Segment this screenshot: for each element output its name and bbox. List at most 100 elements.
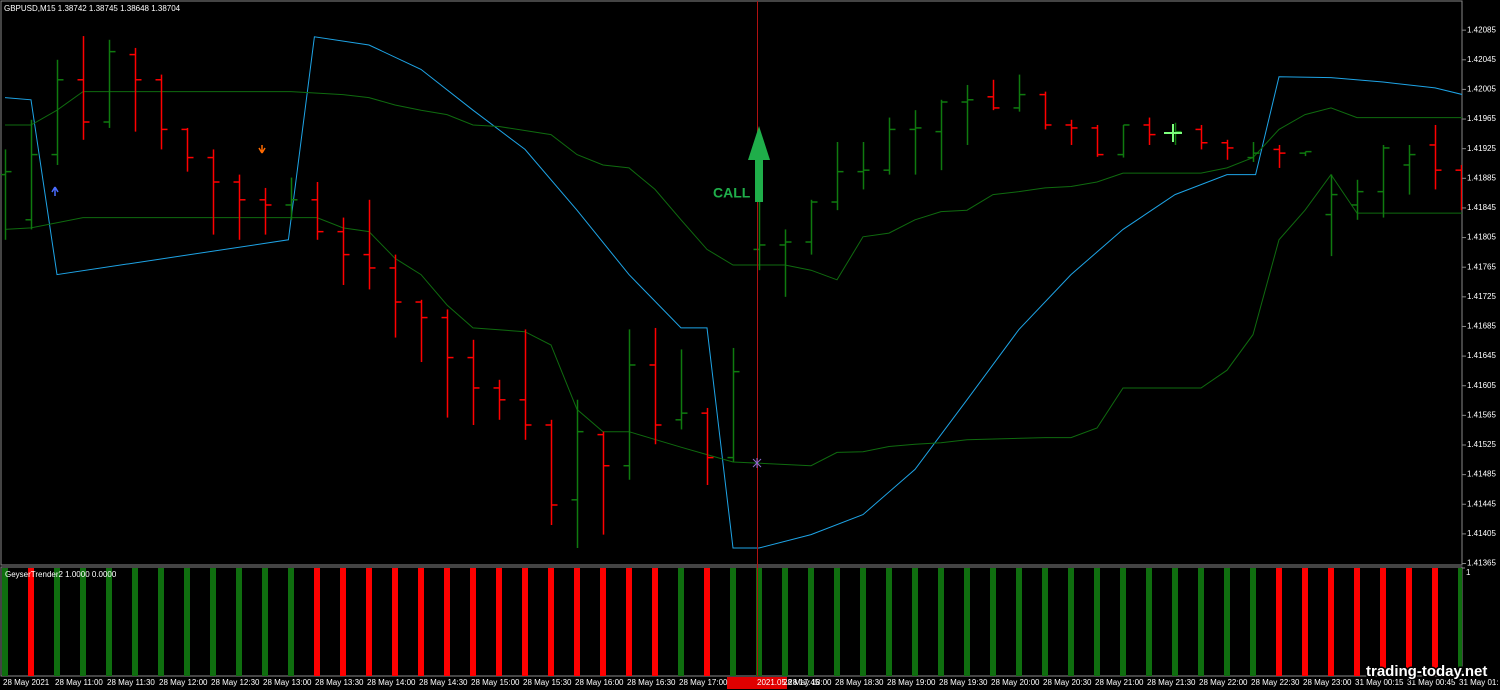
y-tick-label: 1.41925 (1467, 144, 1496, 153)
histogram-bar (1016, 568, 1022, 676)
x-tick-label: 28 May 22:00 (1199, 678, 1248, 687)
histogram-bar (678, 568, 684, 676)
histogram-bar (990, 568, 996, 676)
y-tick-label: 1.41805 (1467, 233, 1496, 242)
x-tick-label: 28 May 20:30 (1043, 678, 1092, 687)
histogram-bar (1380, 568, 1386, 676)
y-tick-label: 1.41645 (1467, 351, 1496, 360)
axes: 1.42085 1.42045 1.42005 1.41965 1.41925 1.418… (3, 25, 1499, 689)
histogram-bar (1068, 568, 1074, 676)
histogram-bar (574, 568, 580, 676)
histogram-bar (1458, 568, 1462, 676)
histogram-bar (886, 568, 892, 676)
x-tick-label: 28 May 23:00 (1303, 678, 1352, 687)
x-tick-label: 28 May 17:00 (679, 678, 728, 687)
histogram-bar (1406, 568, 1412, 676)
y-tick-label: 1.41685 (1467, 322, 1496, 331)
histogram-bar (964, 568, 970, 676)
histogram-bar (28, 568, 34, 676)
histogram-bar (860, 568, 866, 676)
x-tick-label: 28 May 21:00 (1095, 678, 1144, 687)
histogram-bar (236, 568, 242, 676)
histogram-bar (210, 568, 216, 676)
x-tick-label: 28 May 11:00 (55, 678, 103, 687)
histogram-bar (496, 568, 502, 676)
histogram-bar (1432, 568, 1438, 676)
histogram-bar (652, 568, 658, 676)
histogram-bar (184, 568, 190, 676)
x-tick-label: 28 May 19:00 (887, 678, 936, 687)
main-panel (0, 0, 1463, 566)
call-arrow (748, 126, 770, 202)
histogram-bar (938, 568, 944, 676)
y-tick-label: 1.41845 (1467, 203, 1496, 212)
sell-signal-arrow (258, 145, 266, 154)
histogram-bar (1354, 568, 1360, 676)
y-tick-label: 1.41405 (1467, 529, 1496, 538)
buy-signal-arrow (51, 186, 59, 196)
y-tick-label: 1.41445 (1467, 499, 1496, 508)
y-tick-label: 1.41765 (1467, 262, 1496, 271)
indicator-line (5, 91, 1462, 281)
x-tick-label: 28 May 2021 (3, 678, 50, 687)
x-tick-label: 28 May 18:00 (783, 678, 832, 687)
histogram-bar (314, 568, 320, 676)
histogram-bar (1250, 568, 1256, 676)
x-tick-label: 28 May 18:30 (835, 678, 884, 687)
y-tick-label: 1.41365 (1467, 559, 1496, 568)
histogram-bar (1042, 568, 1048, 676)
cross-marker (1164, 124, 1182, 142)
histogram-bar (470, 568, 476, 676)
histogram-bar (1146, 568, 1152, 676)
x-tick-label: 31 May 00:45 (1407, 678, 1456, 687)
histogram-bar (756, 568, 762, 676)
histogram-bar (106, 568, 112, 676)
x-tick-label: 28 May 14:30 (419, 678, 468, 687)
y-tick-label: 1.41605 (1467, 381, 1496, 390)
cursor-time-highlight (727, 677, 787, 689)
x-tick-label: 28 May 12:00 (159, 678, 208, 687)
x-tick-label: 28 May 13:00 (263, 678, 312, 687)
histogram-bar (54, 568, 60, 676)
histogram-bar (1224, 568, 1230, 676)
histogram-bar (600, 568, 606, 676)
y-tick-label: 1.42045 (1467, 55, 1496, 64)
x-tick-label: 28 May 12:30 (211, 678, 260, 687)
histogram-bar (418, 568, 424, 676)
x-tick-label: 28 May 22:30 (1251, 678, 1300, 687)
x-tick-label: 28 May 13:30 (315, 678, 364, 687)
histogram-bar (730, 568, 736, 676)
x-tick-label: 31 May 01: (1459, 678, 1499, 687)
main-plot (1, 36, 1462, 549)
histogram-bar (548, 568, 554, 676)
histogram-bar (1120, 568, 1126, 676)
histogram-bar (158, 568, 164, 676)
call-label: CALL (713, 185, 751, 201)
histogram-bar (1094, 568, 1100, 676)
histogram-bar (1198, 568, 1204, 676)
x-tick-label: 28 May 15:30 (523, 678, 572, 687)
y-tick-label: 1.41485 (1467, 470, 1496, 479)
histogram-bar (340, 568, 346, 676)
star-marker (752, 458, 762, 468)
histogram-bar (2, 568, 8, 676)
histogram-bar (1276, 568, 1282, 676)
indicator-plot (2, 568, 1462, 676)
histogram-bar (522, 568, 528, 676)
x-tick-label: 28 May 16:30 (627, 678, 676, 687)
indicator-title: GeyserTrender2 1.0000 0.0000 (5, 570, 117, 579)
chart-title: GBPUSD,M15 1.38742 1.38745 1.38648 1.387… (4, 4, 181, 13)
x-tick-label: 28 May 16:00 (575, 678, 624, 687)
y-tick-label: 1.41885 (1467, 173, 1496, 182)
y-tick-label: 1.41525 (1467, 440, 1496, 449)
x-tick-label: 28 May 11:30 (107, 678, 155, 687)
histogram-bar (392, 568, 398, 676)
histogram-bar (626, 568, 632, 676)
histogram-bar (834, 568, 840, 676)
watermark: trading-today.net (1366, 663, 1487, 680)
histogram-bar (1302, 568, 1308, 676)
histogram-bar (366, 568, 372, 676)
x-tick-label: 28 May 21:30 (1147, 678, 1196, 687)
